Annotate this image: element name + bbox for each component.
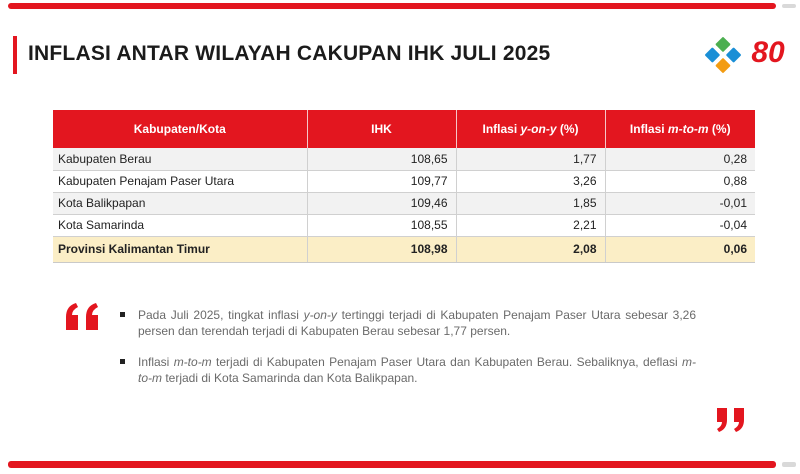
cell-region: Kota Balikpapan xyxy=(53,192,308,215)
title-accent-bar xyxy=(13,36,17,74)
top-gray-stripe xyxy=(782,4,796,8)
cell-yoy: 1,77 xyxy=(456,148,606,171)
table-total-row: Provinsi Kalimantan Timur 108,98 2,08 0,… xyxy=(53,236,755,263)
cell-ihk: 109,77 xyxy=(307,170,457,193)
cell-ihk: 108,65 xyxy=(307,148,457,171)
table-row: Kota Balikpapan 109,46 1,85 -0,01 xyxy=(53,192,755,215)
bottom-gray-stripe xyxy=(782,462,796,467)
cell-mtm: 0,28 xyxy=(605,148,755,171)
cell-yoy: 2,08 xyxy=(456,236,606,263)
header-mtm: Inflasi m-to-m (%) xyxy=(605,110,755,148)
notes-list: Pada Juli 2025, tingkat inflasi y-on-y t… xyxy=(118,307,696,401)
bullet-icon xyxy=(120,312,125,317)
table-row: Kabupaten Berau 108,65 1,77 0,28 xyxy=(53,148,755,171)
anniversary-80-logo: 80 xyxy=(744,32,792,74)
header-yoy: Inflasi y-on-y (%) xyxy=(456,110,606,148)
inflation-table: Kabupaten/Kota IHK Inflasi y-on-y (%) In… xyxy=(53,110,755,263)
bottom-accent-bar xyxy=(8,461,776,468)
cell-yoy: 2,21 xyxy=(456,214,606,237)
top-accent-bar xyxy=(0,0,800,10)
cell-region: Provinsi Kalimantan Timur xyxy=(53,236,308,263)
cell-mtm: 0,06 xyxy=(605,236,755,263)
note-item: Pada Juli 2025, tingkat inflasi y-on-y t… xyxy=(118,307,696,339)
cell-region: Kabupaten Berau xyxy=(53,148,308,171)
top-red-stripe xyxy=(8,3,776,9)
table-row: Kabupaten Penajam Paser Utara 109,77 3,2… xyxy=(53,170,755,193)
open-quote-icon xyxy=(66,303,98,330)
table-header-row: Kabupaten/Kota IHK Inflasi y-on-y (%) In… xyxy=(53,110,755,148)
cell-mtm: -0,04 xyxy=(605,214,755,237)
bullet-icon xyxy=(120,359,125,364)
bps-logo-icon xyxy=(705,37,741,73)
header-ihk: IHK xyxy=(307,110,457,148)
cell-ihk: 108,55 xyxy=(307,214,457,237)
cell-ihk: 109,46 xyxy=(307,192,457,215)
anniversary-80-text: 80 xyxy=(751,36,785,69)
cell-region: Kabupaten Penajam Paser Utara xyxy=(53,170,308,193)
note-item: Inflasi m-to-m terjadi di Kabupaten Pena… xyxy=(118,354,696,386)
cell-region: Kota Samarinda xyxy=(53,214,308,237)
cell-mtm: -0,01 xyxy=(605,192,755,215)
cell-ihk: 108,98 xyxy=(307,236,457,263)
cell-yoy: 1,85 xyxy=(456,192,606,215)
header-region: Kabupaten/Kota xyxy=(53,110,308,148)
cell-mtm: 0,88 xyxy=(605,170,755,193)
close-quote-icon xyxy=(717,408,744,432)
page-title: INFLASI ANTAR WILAYAH CAKUPAN IHK JULI 2… xyxy=(28,42,551,65)
cell-yoy: 3,26 xyxy=(456,170,606,193)
table-row: Kota Samarinda 108,55 2,21 -0,04 xyxy=(53,214,755,237)
